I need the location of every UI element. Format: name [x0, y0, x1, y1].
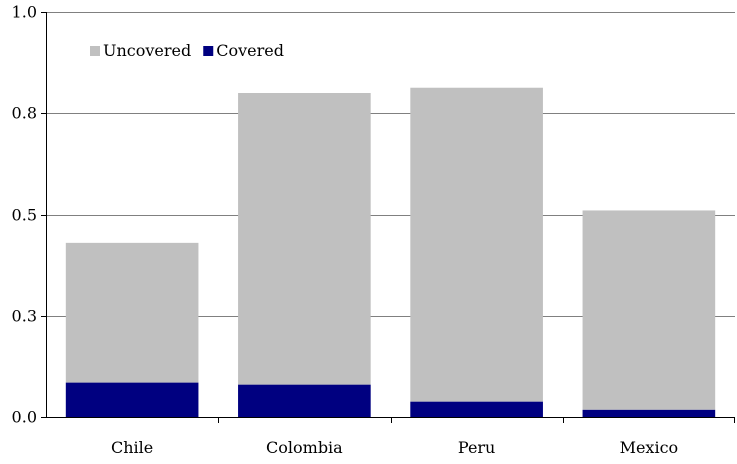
bar-covered-chile: [65, 382, 199, 417]
x-category-labels: Chile Colombia Peru Mexico: [111, 438, 678, 457]
legend-label-uncovered: Uncovered: [103, 41, 191, 60]
legend-label-covered: Covered: [216, 41, 284, 60]
legend-swatch-covered: [203, 46, 214, 56]
bar-uncovered-chile: [65, 242, 199, 383]
y-tick-label: 0.8: [12, 104, 37, 123]
bar-covered-colombia: [238, 384, 371, 417]
y-tick-label: 0.0: [12, 408, 37, 427]
bars: [65, 87, 716, 417]
x-category-label: Colombia: [266, 438, 343, 457]
y-tick-label: 1.0: [12, 3, 37, 22]
x-category-label: Mexico: [620, 438, 679, 457]
y-tick-label: 0.3: [12, 307, 37, 326]
bar-covered-peru: [410, 401, 543, 417]
y-tick-labels: 0.0 0.3 0.5 0.8 1.0: [12, 3, 37, 427]
axes: [41, 12, 735, 423]
x-category-label: Chile: [111, 438, 153, 457]
x-category-label: Peru: [458, 438, 495, 457]
legend-swatch-uncovered: [90, 46, 100, 56]
bar-uncovered-colombia: [238, 93, 371, 385]
bar-uncovered-mexico: [582, 210, 716, 410]
bar-covered-mexico: [582, 409, 716, 417]
legend: Uncovered Covered: [90, 41, 284, 60]
y-tick-label: 0.5: [12, 206, 37, 225]
bar-uncovered-peru: [410, 87, 543, 402]
